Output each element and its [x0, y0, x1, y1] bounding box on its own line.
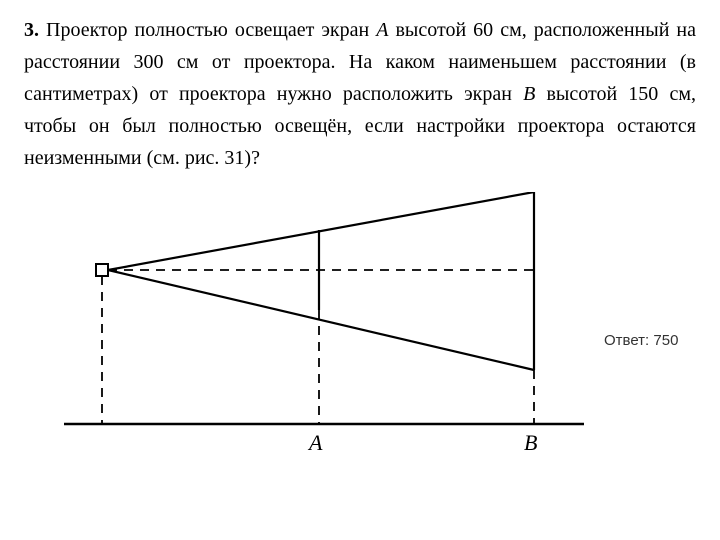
label-b: B	[524, 430, 537, 456]
problem-part-1: Проектор полностью освещает экран	[46, 19, 376, 41]
answer-prefix: Ответ:	[604, 332, 653, 349]
figure-area: A B Ответ: 750	[24, 192, 696, 492]
answer: Ответ: 750	[604, 332, 678, 349]
label-a: A	[309, 430, 322, 456]
var-a: A	[376, 19, 388, 41]
problem-number: 3.	[24, 19, 39, 41]
projector-diagram	[64, 192, 584, 457]
answer-value: 750	[653, 332, 678, 349]
problem-text: 3. Проектор полностью освещает экран A в…	[24, 14, 696, 174]
var-b: B	[523, 83, 535, 105]
